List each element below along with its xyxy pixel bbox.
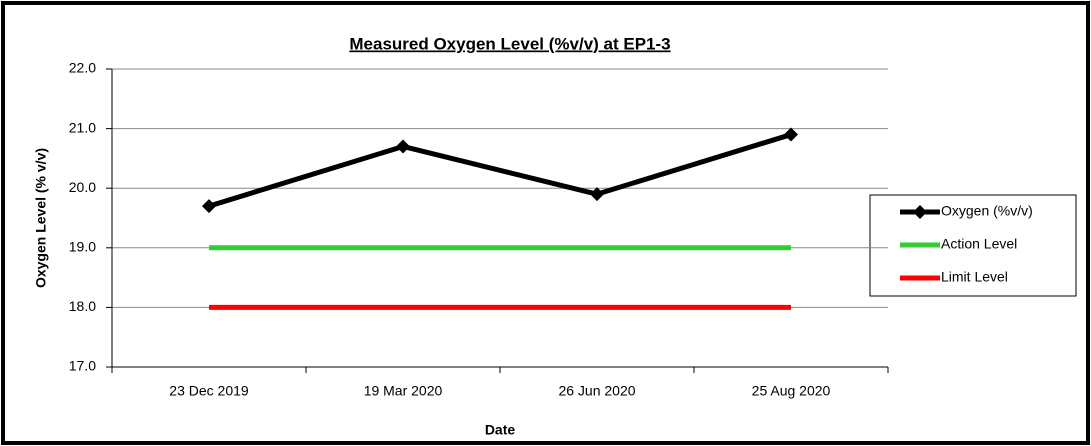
x-tick-label: 19 Mar 2020 <box>364 383 443 399</box>
y-tick-label: 18.0 <box>69 298 96 314</box>
legend-label: Oxygen (%v/v) <box>941 203 1033 219</box>
y-tick-label: 19.0 <box>69 239 96 255</box>
y-tick-label: 22.0 <box>69 60 96 76</box>
y-tick-label: 20.0 <box>69 179 96 195</box>
marker <box>396 139 410 154</box>
marker <box>590 187 604 202</box>
y-tick-label: 21.0 <box>69 119 96 135</box>
legend-label: Limit Level <box>941 269 1008 285</box>
chart-title: Measured Oxygen Level (%v/v) at EP1-3 <box>349 34 670 53</box>
series-line <box>208 132 792 209</box>
legend-label: Action Level <box>941 236 1017 252</box>
x-tick-label: 23 Dec 2019 <box>169 383 249 399</box>
marker <box>784 127 798 142</box>
marker <box>202 199 216 214</box>
y-axis-label: Oxygen Level (% v/v) <box>33 148 49 288</box>
x-tick-label: 25 Aug 2020 <box>752 383 831 399</box>
x-axis-label: Date <box>485 422 516 438</box>
y-tick-label: 17.0 <box>69 358 96 374</box>
legend-marker <box>913 205 927 219</box>
x-tick-label: 26 Jun 2020 <box>558 383 635 399</box>
